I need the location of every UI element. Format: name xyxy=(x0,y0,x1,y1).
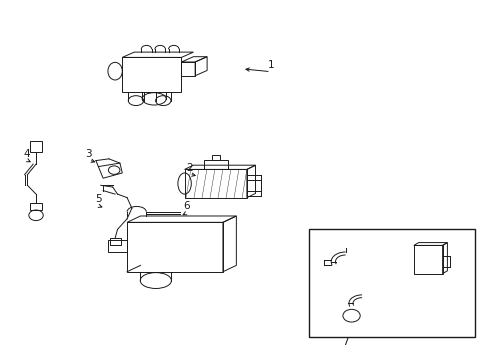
Text: 6: 6 xyxy=(183,202,190,211)
Bar xyxy=(308,229,473,337)
Text: 2: 2 xyxy=(186,163,192,173)
Text: 4: 4 xyxy=(23,149,30,158)
Text: 1: 1 xyxy=(267,60,274,70)
Text: 7: 7 xyxy=(341,337,348,347)
Text: 5: 5 xyxy=(95,194,102,204)
Text: 3: 3 xyxy=(85,149,92,158)
